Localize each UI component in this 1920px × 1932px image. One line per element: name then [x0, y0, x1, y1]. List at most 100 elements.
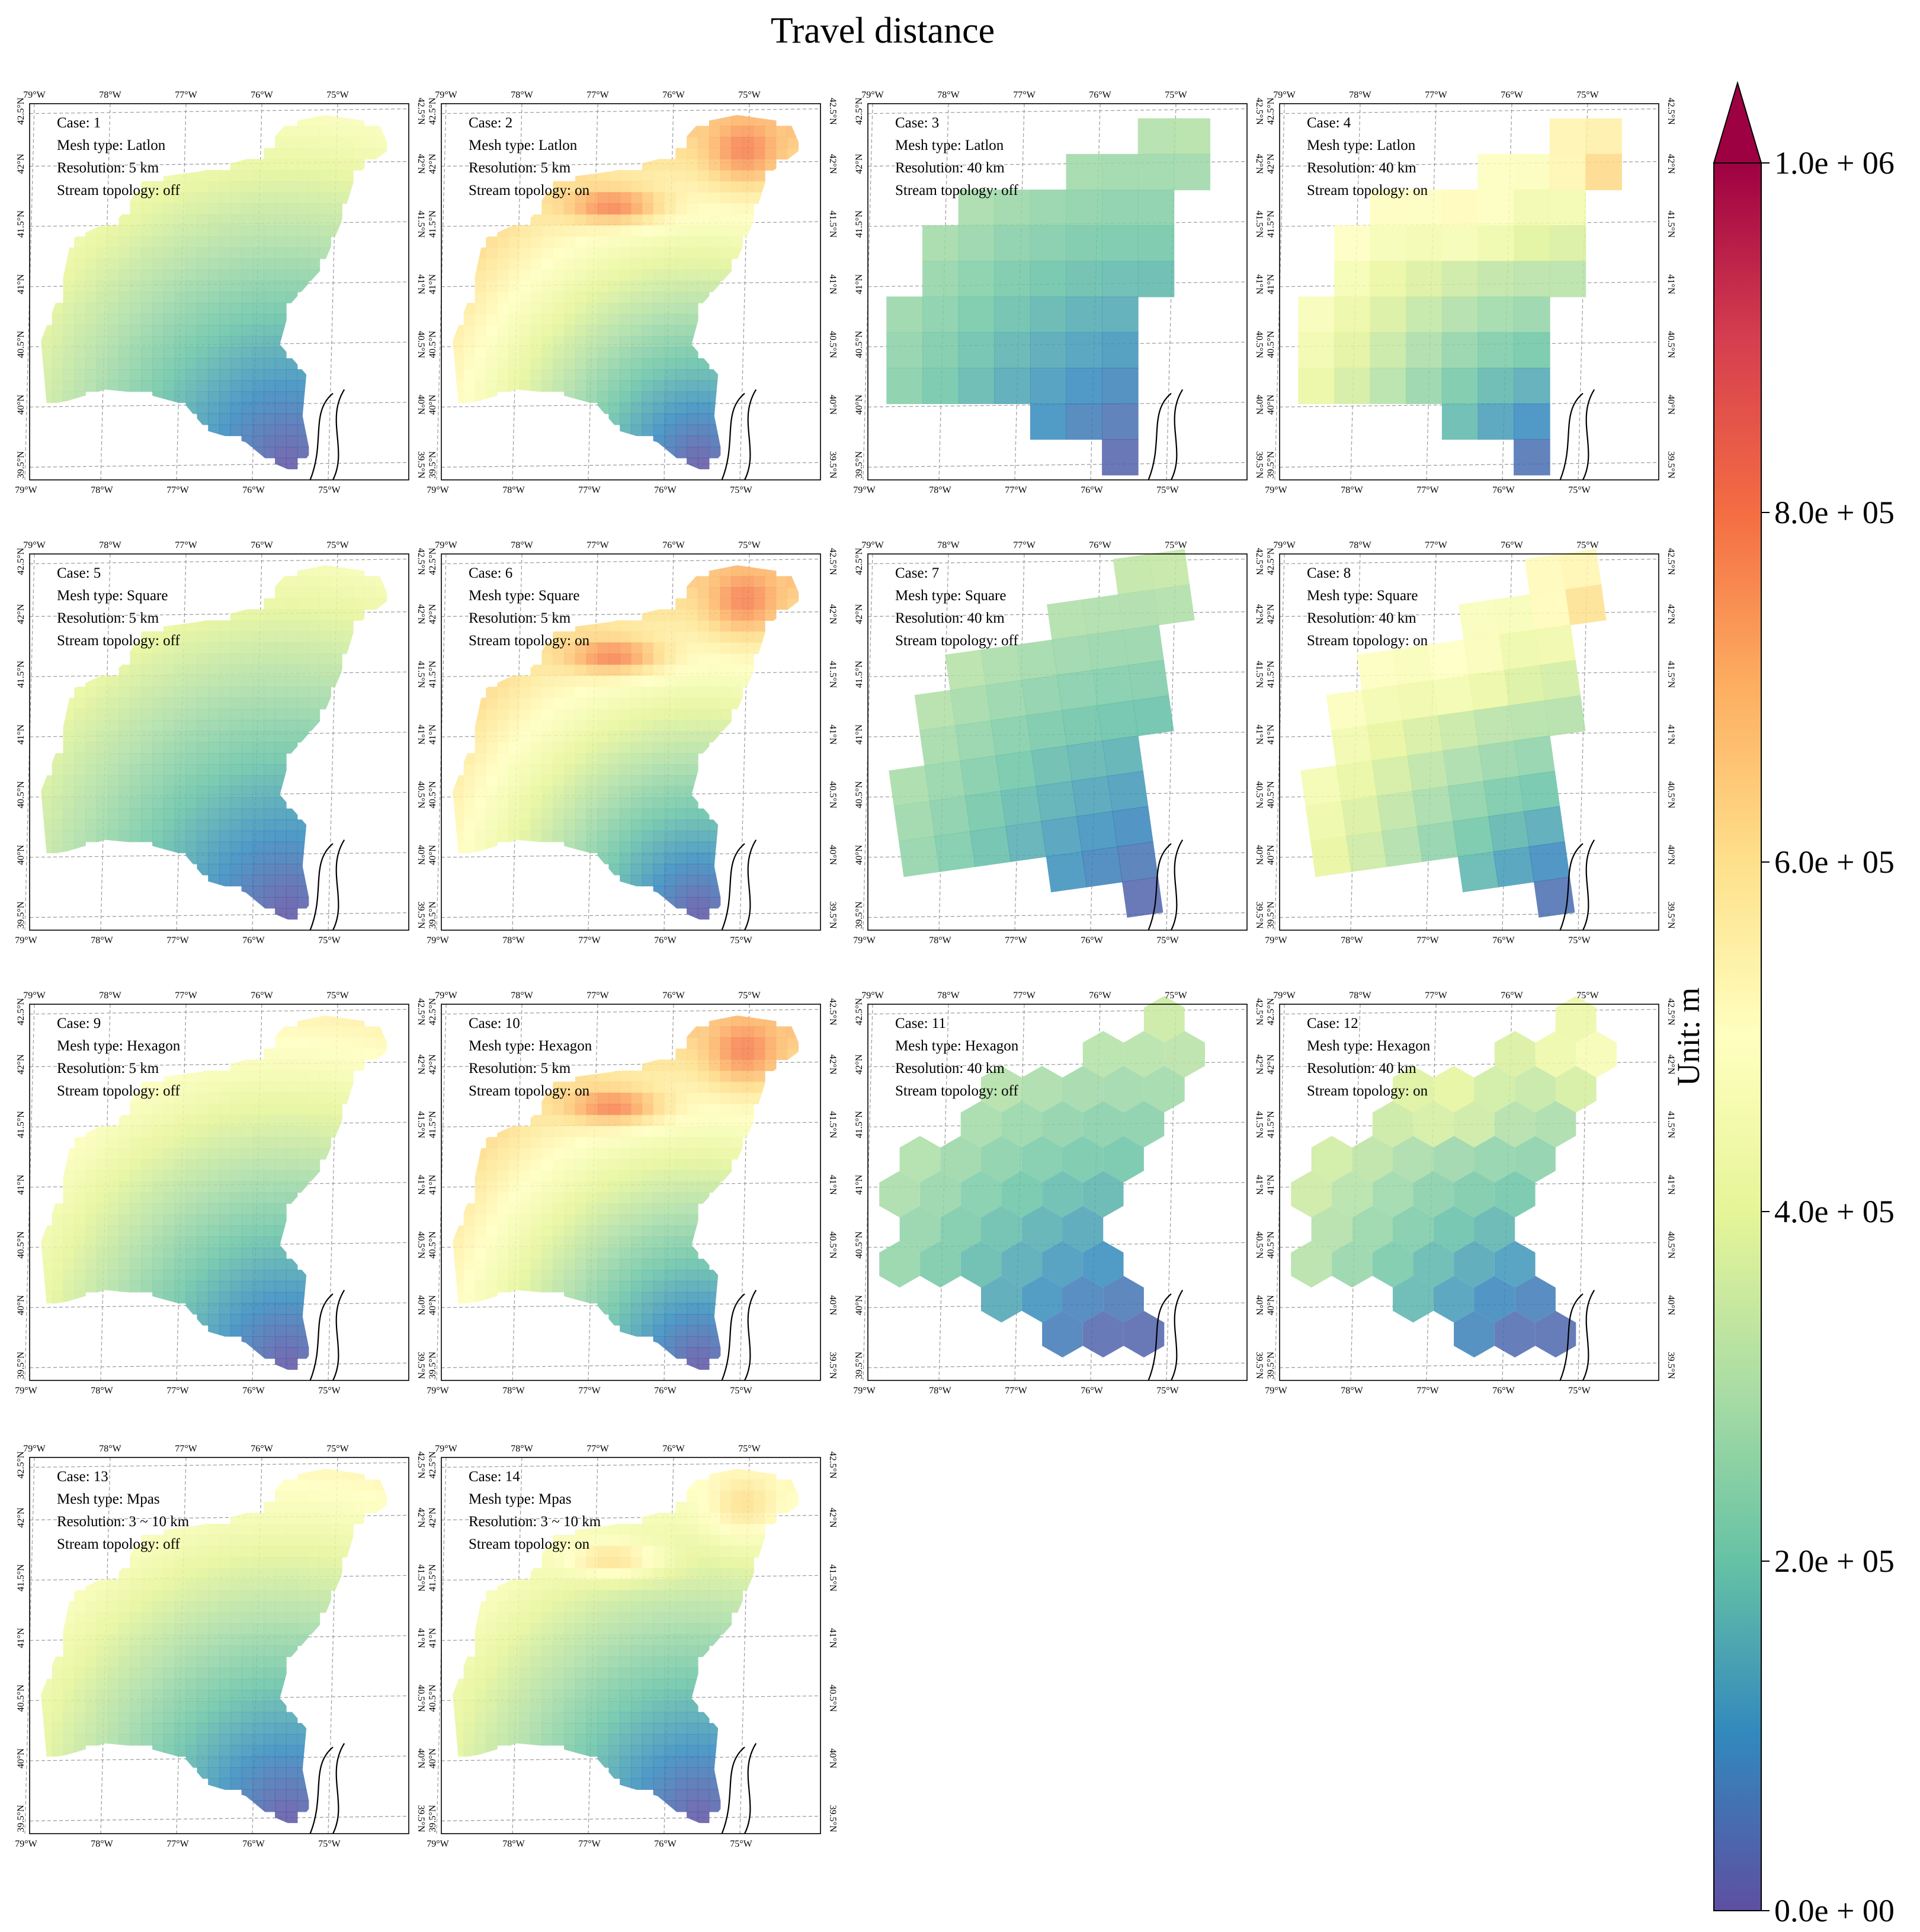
grid-cell — [754, 609, 765, 621]
grid-cell — [709, 664, 721, 677]
grid-cell — [130, 1159, 142, 1171]
hex-cell — [1021, 1136, 1063, 1183]
grid-cell — [63, 325, 75, 337]
lon-tick-label: 79°W — [435, 991, 457, 1001]
grid-cell — [185, 313, 198, 326]
grid-cell — [252, 697, 265, 710]
grid-cell — [197, 313, 209, 326]
grid-cell — [553, 675, 565, 687]
grid-cell — [497, 819, 509, 831]
grid-cell — [364, 1479, 376, 1491]
grid-cell — [553, 819, 565, 831]
grid-cell — [297, 170, 309, 182]
lat-tick-label: 40°N — [16, 1748, 26, 1768]
grid-cell — [597, 325, 610, 337]
grid-cell — [575, 1159, 587, 1171]
grid-cell — [185, 1137, 198, 1149]
hex-cell — [1082, 1101, 1124, 1148]
lat-tick-label: 42.5°N — [428, 998, 438, 1025]
grid-cell — [553, 291, 565, 303]
coastline — [1147, 1293, 1172, 1381]
grid-cell — [197, 225, 209, 237]
grid-cell — [275, 1203, 287, 1215]
grid-cell — [174, 1557, 187, 1569]
grid-cell — [653, 1148, 665, 1160]
lon-tick-label: 79°W — [1273, 90, 1296, 100]
grid-cell — [675, 664, 687, 677]
grid-cell — [219, 1745, 231, 1757]
grid-cell — [486, 730, 498, 743]
grid-cell — [141, 214, 153, 226]
grid-cell — [1066, 296, 1103, 333]
grid-cell — [742, 181, 754, 193]
grid-cell — [230, 697, 242, 710]
grid-cell — [586, 1667, 598, 1680]
grid-cell — [63, 313, 75, 326]
coastline — [1559, 843, 1584, 931]
grid-cell — [130, 325, 142, 337]
grid-cell — [264, 1148, 275, 1160]
lat-tick-label: 41°N — [1254, 274, 1264, 294]
grid-cell — [575, 642, 587, 654]
mesh-type-label: Mesh type: Square — [469, 588, 579, 604]
grid-cell — [107, 1258, 120, 1271]
grid-cell — [331, 1059, 342, 1071]
grid-cell — [163, 280, 175, 293]
grid-cell — [675, 1601, 687, 1613]
grid-cell — [197, 347, 209, 359]
grid-cell — [118, 1690, 131, 1702]
grid-cell — [185, 797, 198, 809]
grid-cell — [174, 709, 187, 720]
grid-cell — [219, 1192, 231, 1204]
grid-cell — [275, 1756, 287, 1768]
grid-cell — [564, 1723, 576, 1735]
grid-cell — [141, 653, 153, 665]
grid-cell — [286, 908, 298, 920]
grid-cell — [230, 1601, 242, 1613]
grid-cell — [631, 270, 643, 281]
grid-cell — [530, 730, 543, 743]
grid-cell — [107, 1214, 120, 1226]
lon-tick-label: 77°W — [175, 1444, 197, 1454]
grid-cell — [497, 325, 509, 337]
grid-cell — [742, 1092, 754, 1104]
lon-tick-label: 77°W — [1425, 540, 1447, 550]
grid-cell — [631, 664, 643, 677]
grid-cell — [208, 1767, 220, 1779]
grid-cell — [1174, 118, 1210, 155]
grid-cell — [130, 1601, 142, 1613]
lat-tick-label: 42°N — [16, 153, 26, 174]
grid-cell — [653, 1513, 665, 1524]
grid-cell — [219, 786, 231, 798]
grid-cell — [530, 819, 543, 831]
grid-cell — [96, 1203, 108, 1215]
lat-tick-label: 40.5°N — [416, 331, 426, 358]
grid-cell — [230, 1214, 242, 1226]
hex-cell — [1494, 1171, 1536, 1217]
grid-cell — [675, 1325, 687, 1337]
grid-cell — [664, 709, 677, 720]
grid-cell — [141, 642, 153, 654]
grid-cell — [219, 181, 231, 193]
grid-cell — [163, 697, 175, 710]
grid-cell — [152, 192, 164, 204]
grid-cell — [163, 1247, 175, 1260]
grid-cell — [519, 1700, 531, 1713]
grid-cell — [152, 1270, 164, 1281]
grid-cell — [642, 291, 654, 303]
grid-cell — [342, 1081, 354, 1094]
grid-cell — [219, 620, 231, 632]
grid-cell — [118, 1203, 131, 1215]
grid-cell — [742, 1015, 754, 1027]
grid-cell — [508, 1712, 520, 1724]
grid-cell — [174, 1104, 187, 1116]
lat-tick-label: 40°N — [1666, 845, 1676, 865]
lat-tick-label: 42.5°N — [16, 547, 26, 575]
grid-cell — [308, 609, 320, 621]
grid-cell — [286, 863, 298, 876]
grid-cell — [486, 764, 498, 776]
grid-cell — [631, 1170, 643, 1182]
hex-cell — [1515, 1276, 1556, 1323]
lon-tick-label: 78°W — [99, 1444, 121, 1454]
grid-cell — [264, 1534, 275, 1547]
